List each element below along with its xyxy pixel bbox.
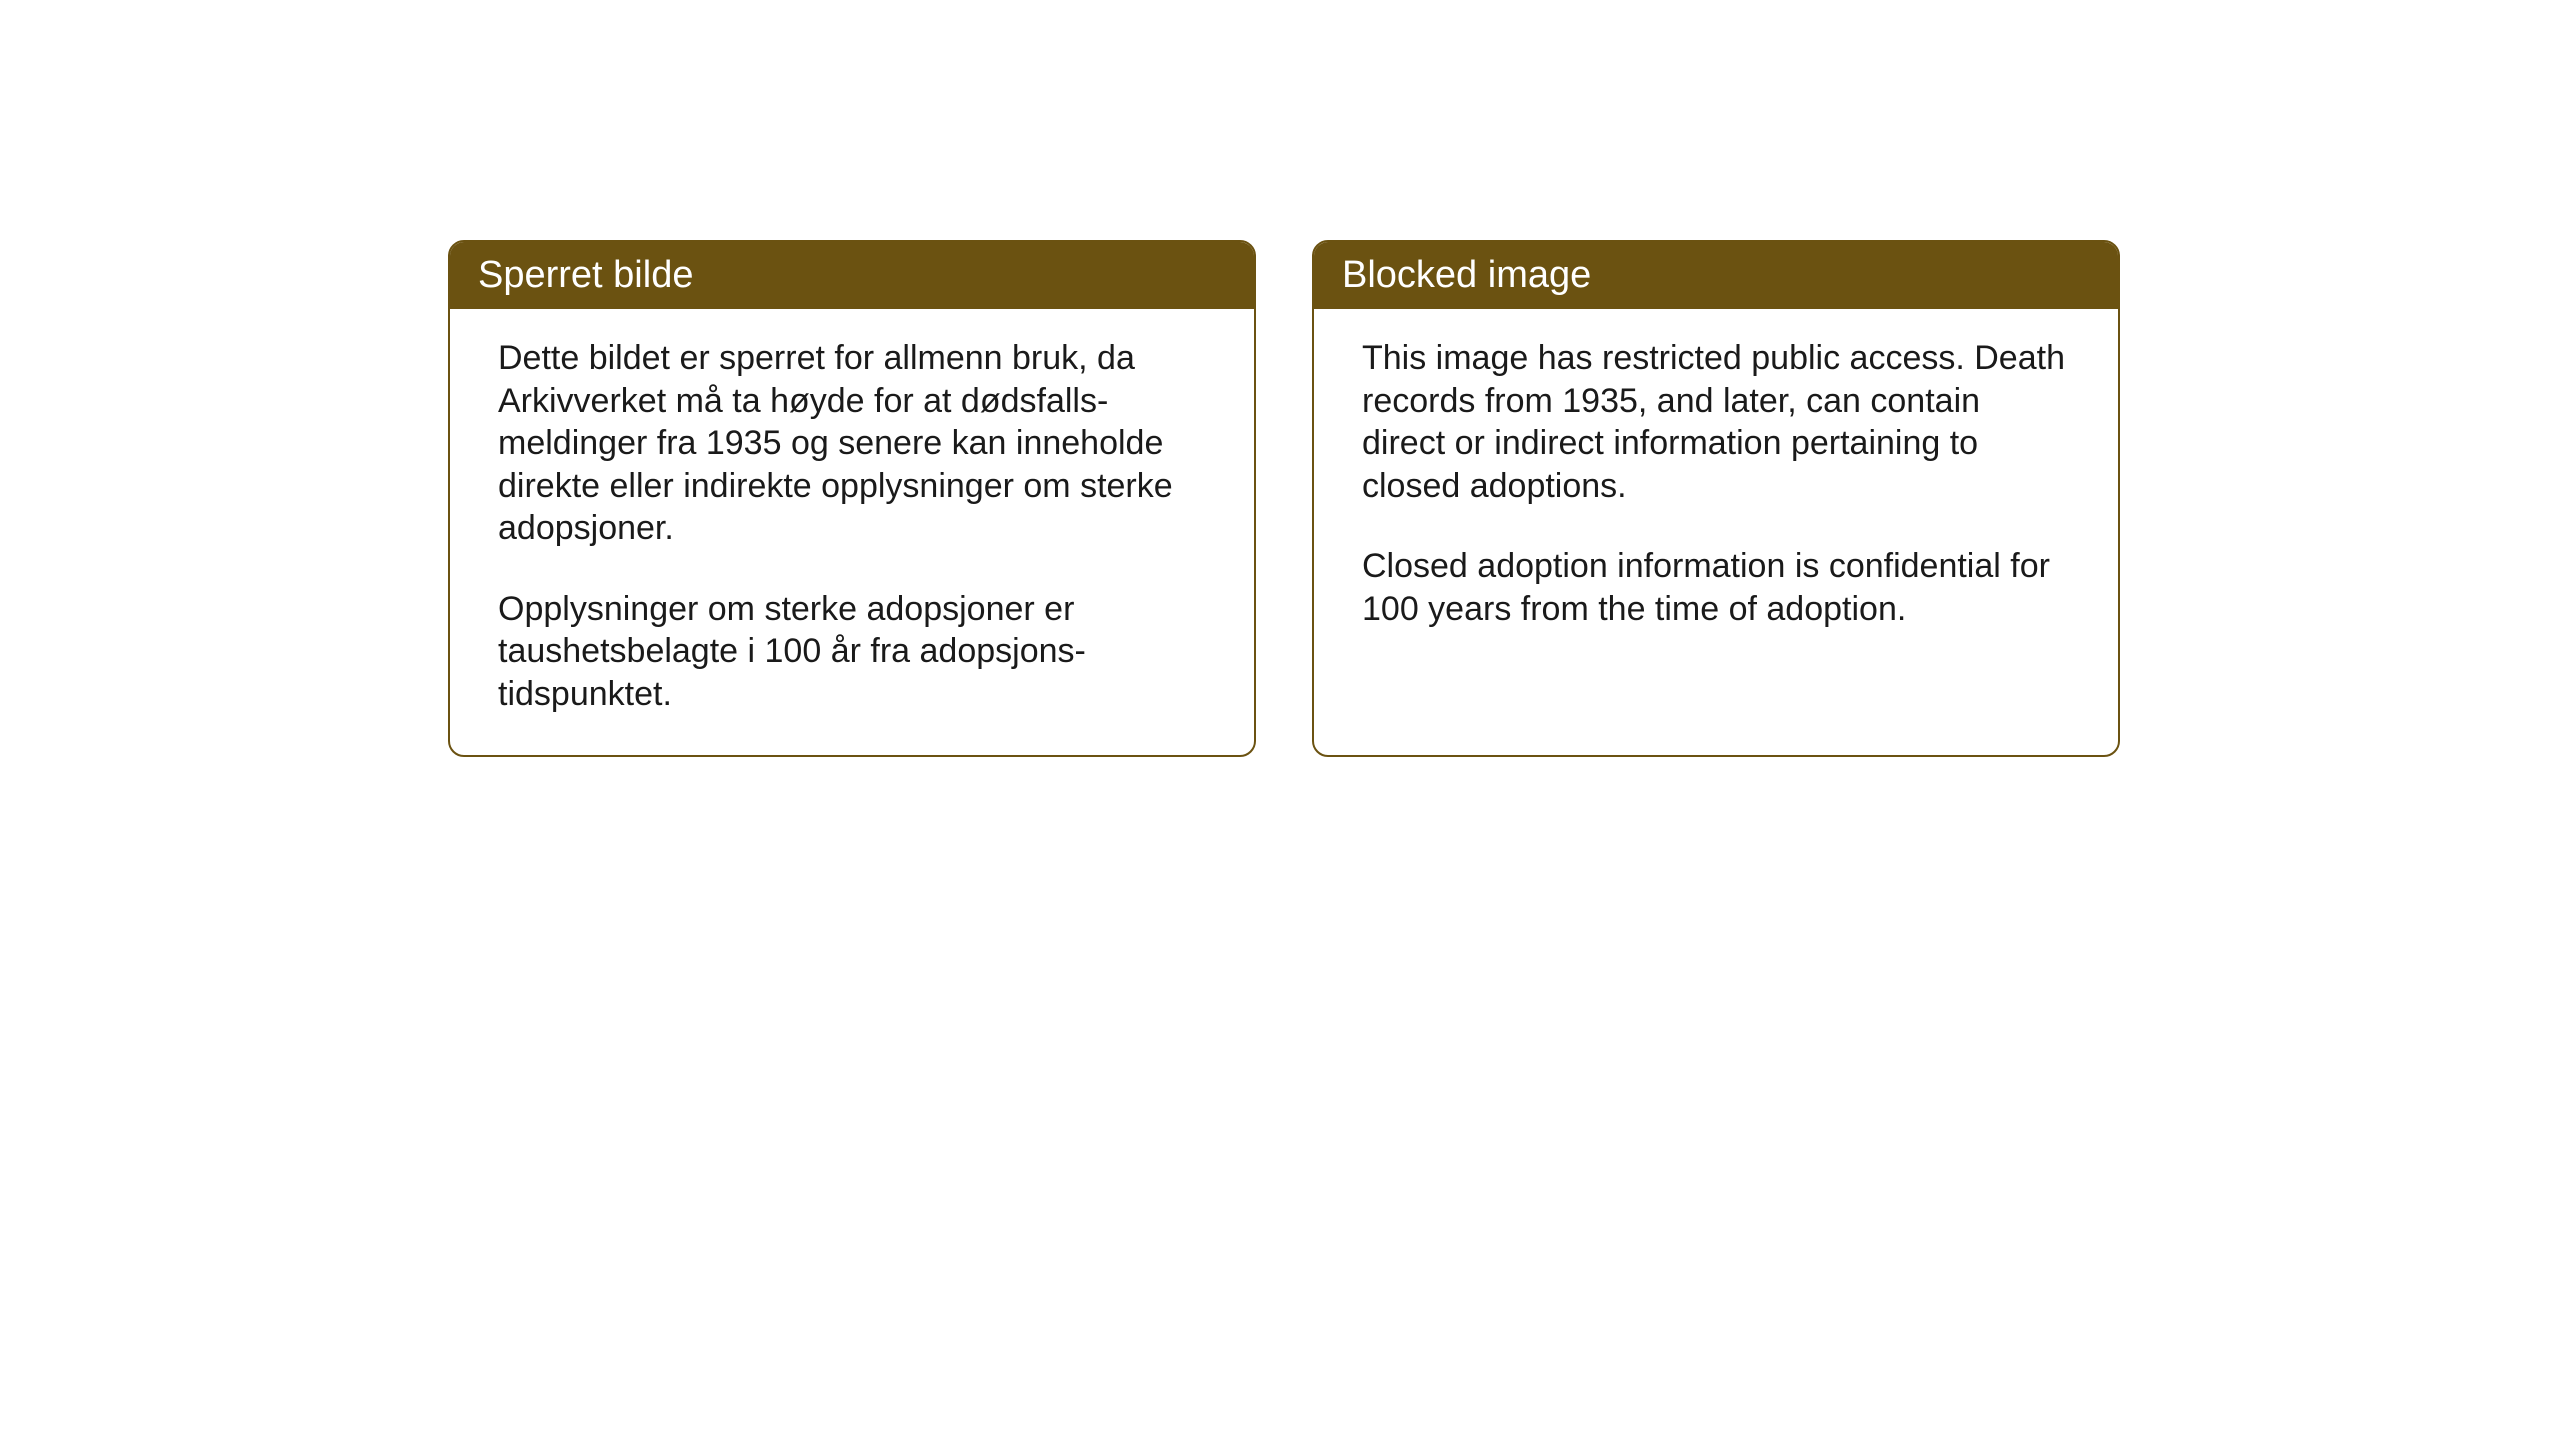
card-header-english: Blocked image	[1314, 242, 2118, 309]
card-english: Blocked image This image has restricted …	[1312, 240, 2120, 757]
card-body-norwegian: Dette bildet er sperret for allmenn bruk…	[450, 309, 1254, 755]
card-paragraph: Closed adoption information is confident…	[1362, 545, 2070, 630]
card-paragraph: Dette bildet er sperret for allmenn bruk…	[498, 337, 1206, 550]
card-header-norwegian: Sperret bilde	[450, 242, 1254, 309]
card-body-english: This image has restricted public access.…	[1314, 309, 2118, 719]
card-norwegian: Sperret bilde Dette bildet er sperret fo…	[448, 240, 1256, 757]
card-paragraph: This image has restricted public access.…	[1362, 337, 2070, 507]
cards-container: Sperret bilde Dette bildet er sperret fo…	[448, 240, 2120, 757]
card-paragraph: Opplysninger om sterke adopsjoner er tau…	[498, 588, 1206, 716]
